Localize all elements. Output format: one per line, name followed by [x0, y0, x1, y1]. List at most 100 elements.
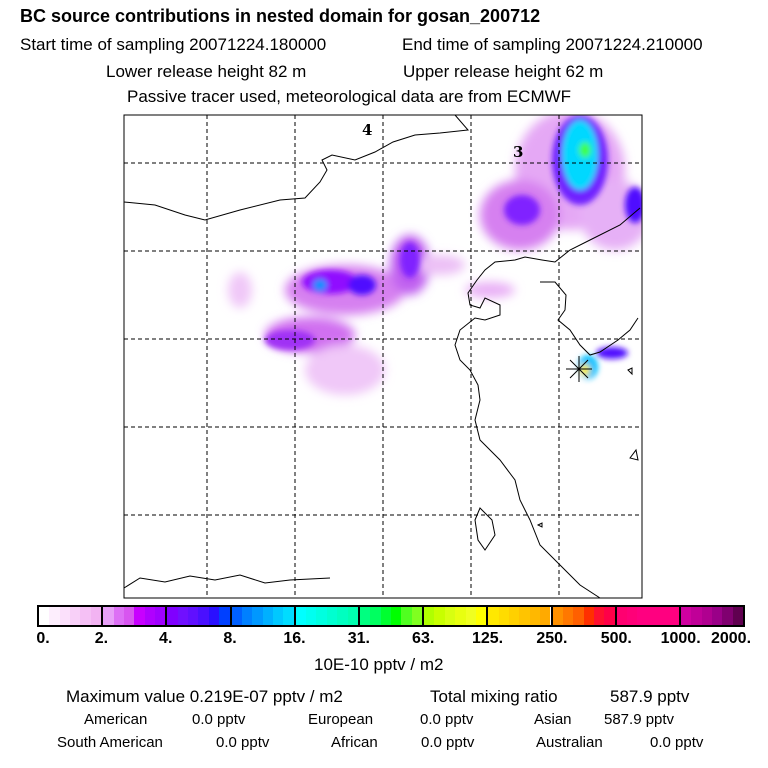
colorbar-swatch — [252, 607, 263, 625]
african-label: African — [331, 734, 378, 751]
colorbar-swatch — [80, 607, 91, 625]
colorbar-swatch — [177, 607, 189, 625]
colorbar-segment — [231, 607, 296, 625]
south-american-label: South American — [57, 734, 163, 751]
colorbar-swatch — [732, 607, 744, 625]
colorbar-swatch — [519, 607, 530, 625]
colorbar-swatch — [337, 607, 348, 625]
african-value: 0.0 pptv — [421, 734, 475, 751]
colorbar-tick-label: 63. — [412, 630, 435, 647]
colorbar-swatch — [306, 607, 317, 625]
colorbar-segment — [552, 607, 617, 625]
map-label-4: 4 — [362, 121, 372, 139]
colorbar-swatch — [347, 607, 358, 625]
colorbar-swatch — [498, 607, 510, 625]
colorbar-swatch — [722, 607, 733, 625]
coastlines — [123, 114, 641, 599]
colorbar-swatch — [167, 607, 178, 625]
colorbar-segment — [488, 607, 553, 625]
grid-lines — [124, 115, 642, 598]
european-value: 0.0 pptv — [420, 711, 474, 728]
colorbar-swatch — [444, 607, 456, 625]
colorbar-swatch — [295, 607, 307, 625]
start-time: Start time of sampling 20071224.180000 — [20, 35, 327, 54]
colorbar-swatch — [103, 607, 114, 625]
colorbar-swatch — [488, 607, 499, 625]
colorbar-swatch — [668, 607, 679, 625]
colorbar-swatch — [198, 607, 209, 625]
colorbar-swatch — [262, 607, 273, 625]
colorbar-unit: 10E-10 pptv / m2 — [314, 655, 444, 674]
colorbar-swatch — [123, 607, 135, 625]
colorbar-segment — [424, 607, 489, 625]
colorbar-swatch — [154, 607, 166, 625]
colorbar-tick-label: 125. — [471, 630, 504, 647]
colorbar-swatch — [680, 607, 692, 625]
colorbar-swatch — [455, 607, 466, 625]
colorbar-swatch — [573, 607, 584, 625]
colorbar-swatch — [70, 607, 81, 625]
colorbar-swatch — [424, 607, 435, 625]
lower-release-height: Lower release height 82 m — [106, 62, 307, 81]
colorbar-tick-label: 0. — [36, 630, 50, 647]
colorbar-swatch — [231, 607, 242, 625]
colorbar-tick-label: 4. — [159, 630, 173, 647]
receptor-star-marker-icon — [566, 356, 592, 382]
plot-title: BC source contributions in nested domain… — [20, 6, 541, 26]
asian-value: 587.9 pptv — [604, 711, 675, 728]
colorbar-tick-label: 16. — [283, 630, 306, 647]
end-time: End time of sampling 20071224.210000 — [402, 35, 703, 54]
colorbar-swatch — [90, 607, 102, 625]
total-mixing-ratio-value: 587.9 pptv — [610, 687, 690, 706]
colorbar-swatch — [326, 607, 338, 625]
australian-value: 0.0 pptv — [650, 734, 704, 751]
american-label: American — [84, 711, 148, 728]
colorbar-swatch — [593, 607, 605, 625]
colorbar-swatch — [241, 607, 253, 625]
american-value: 0.0 pptv — [192, 711, 246, 728]
australian-label: Australian — [536, 734, 603, 751]
colorbar-swatch — [552, 607, 563, 625]
colorbar-swatch — [411, 607, 423, 625]
colorbar-segment — [680, 607, 744, 625]
colorbar-tick-label: 2. — [94, 630, 109, 647]
colorbar-swatch — [540, 607, 551, 625]
colorbar-swatch — [59, 607, 71, 625]
colorbar-swatch — [529, 607, 541, 625]
colorbar-tick-label: 250. — [536, 630, 568, 647]
colorbar — [37, 605, 745, 627]
colorbar-tick-label: 500. — [600, 630, 632, 647]
colorbar-swatch — [509, 607, 520, 625]
colorbar-segment — [359, 607, 425, 625]
colorbar-swatch — [380, 607, 392, 625]
colorbar-swatch — [188, 607, 199, 625]
colorbar-segment — [295, 607, 360, 625]
map-frame — [123, 114, 643, 599]
colorbar-swatch — [616, 607, 628, 625]
colorbar-swatch — [658, 607, 669, 625]
colorbar-swatch — [465, 607, 476, 625]
colorbar-swatch — [637, 607, 648, 625]
colorbar-swatch — [691, 607, 702, 625]
colorbar-tick-label: 31. — [347, 630, 370, 647]
upper-release-height: Upper release height 62 m — [403, 62, 604, 81]
colorbar-tick-label: 2000. — [710, 630, 752, 647]
colorbar-swatch — [391, 607, 402, 625]
colorbar-swatch — [273, 607, 284, 625]
tracer-note: Passive tracer used, meteorological data… — [127, 87, 572, 106]
colorbar-swatch — [701, 607, 712, 625]
colorbar-swatch — [144, 607, 155, 625]
colorbar-swatch — [208, 607, 220, 625]
colorbar-swatch — [647, 607, 659, 625]
colorbar-swatch — [134, 607, 145, 625]
colorbar-segment — [167, 607, 232, 625]
colorbar-swatch — [370, 607, 381, 625]
maximum-value: Maximum value 0.219E-07 pptv / m2 — [66, 687, 343, 706]
total-mixing-ratio-label: Total mixing ratio — [430, 687, 558, 706]
colorbar-swatch — [711, 607, 723, 625]
colorbar-swatch — [627, 607, 638, 625]
colorbar-segment — [39, 607, 104, 625]
colorbar-tick-label: 8. — [223, 630, 237, 647]
colorbar-tick-label: 1000. — [660, 630, 701, 647]
colorbar-swatch — [316, 607, 327, 625]
